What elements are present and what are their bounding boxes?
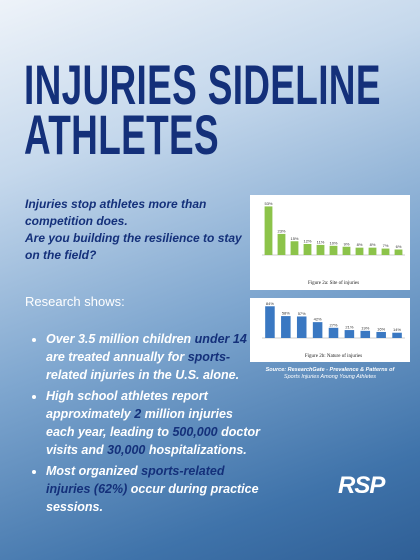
bullet: Most organized sports-related injuries (… <box>46 462 261 516</box>
bullet-text: doctor visits and <box>46 425 260 457</box>
bar <box>342 246 351 255</box>
value-label: 10% <box>329 240 337 245</box>
logo: RSP <box>338 472 385 499</box>
value-label: 8% <box>357 242 363 247</box>
bullet-text: million injuries each year, leading to <box>46 407 233 439</box>
value-label: 7% <box>383 243 389 248</box>
bar <box>312 322 323 338</box>
title: ATHLETES <box>24 103 219 166</box>
bar <box>277 233 286 255</box>
figures: 53% 23% 15% 12% 11% 10% 9% 8% 8% 7% 6% Figure 2a: S… <box>250 195 410 380</box>
bar <box>344 330 355 338</box>
bar <box>296 316 307 338</box>
bar <box>290 241 299 255</box>
bullet-text: Over 3.5 million children <box>46 332 195 346</box>
value-label: 15% <box>290 236 298 241</box>
bar <box>328 327 339 338</box>
figure-box <box>250 195 410 290</box>
title: INJURIES SIDELINE <box>24 53 381 116</box>
bullet-text: High school athletes report approximatel… <box>46 389 208 421</box>
intro-line: Injuries stop athletes more than <box>25 197 207 211</box>
source: Sports Injuries Among Young Athletes <box>284 374 376 380</box>
bar <box>264 206 273 255</box>
intro-line: Are you building the resilience to stay <box>25 231 242 245</box>
intro-line: on the field? <box>25 248 97 262</box>
value-label: 27% <box>329 322 337 327</box>
value-label: 21% <box>345 325 353 330</box>
value-label: 8% <box>370 242 376 247</box>
bullet: Over 3.5 million children under 14 are t… <box>46 330 261 384</box>
figure-caption: Figure 2b: Nature of injuries <box>305 354 362 359</box>
bullet-text: are treated annually for <box>46 350 188 364</box>
bar <box>355 247 364 255</box>
highlight-text: under 14 <box>194 332 247 346</box>
value-label: 19% <box>361 325 369 330</box>
bar <box>368 247 377 255</box>
value-label: 11% <box>317 239 325 244</box>
source: Source: ResearchGate - Prevalence & Patt… <box>266 367 396 373</box>
value-label: 14% <box>393 327 401 332</box>
value-label: 53% <box>264 201 272 206</box>
research-label: Research shows: <box>25 294 125 309</box>
intro-line: competition does. <box>25 214 128 228</box>
bullet: High school athletes report approximatel… <box>46 387 261 459</box>
value-label: 9% <box>344 241 350 246</box>
value-label: 23% <box>277 228 285 233</box>
bar <box>329 245 338 255</box>
bar <box>281 316 291 338</box>
value-label: 58% <box>282 311 290 316</box>
bullet-text: hospitalizations. <box>145 443 247 457</box>
highlight-text: sports-related injuries (62%) <box>46 464 225 496</box>
value-label: 84% <box>266 301 274 306</box>
value-label: 42% <box>314 317 322 322</box>
bar <box>360 330 371 338</box>
bullet-text: Most organized <box>46 464 142 478</box>
highlight-text: sports- <box>187 350 231 364</box>
value-label: 12% <box>303 239 311 244</box>
bullet-text: related injuries in the U.S. alone. <box>46 368 240 382</box>
bar <box>381 248 390 255</box>
value-label: 57% <box>298 311 306 316</box>
bar <box>394 249 403 255</box>
bar <box>376 331 386 338</box>
bullet-list: Over 3.5 million children under 14 are t… <box>28 330 261 519</box>
bar <box>303 244 312 255</box>
highlight-text: 30,000 <box>107 443 146 457</box>
bar <box>392 332 402 338</box>
value-label: 16% <box>377 326 385 331</box>
highlight-text: 500,000 <box>172 425 218 439</box>
bar <box>316 244 325 255</box>
highlight-text: 2 <box>134 407 142 421</box>
figure-caption: Figure 2a: Site of injuries <box>308 281 359 286</box>
value-label: 6% <box>396 244 402 249</box>
bar <box>265 306 275 338</box>
bullet-text: occur during practice sessions. <box>46 482 259 514</box>
